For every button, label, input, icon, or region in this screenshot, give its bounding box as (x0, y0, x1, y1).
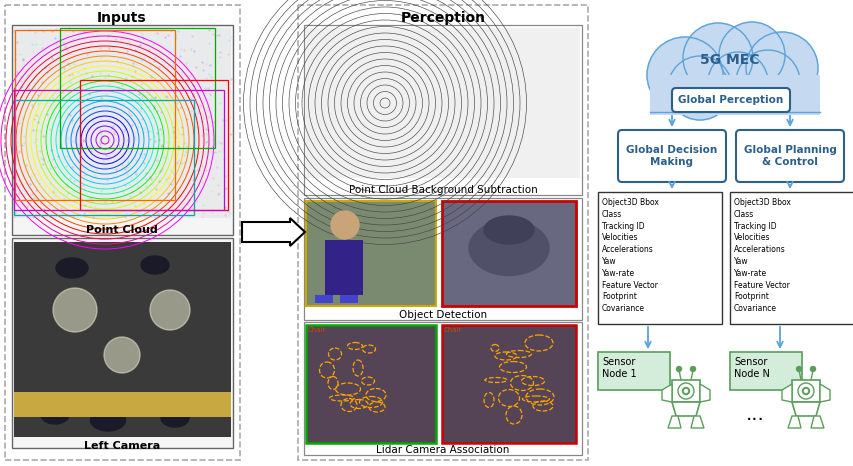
Bar (60, 28, 215, 148)
Bar (80, 80, 228, 210)
Bar (304, 322, 581, 455)
Bar (14, 392, 230, 417)
Circle shape (682, 23, 752, 93)
Text: Global Perception: Global Perception (677, 95, 783, 105)
Polygon shape (667, 416, 680, 428)
Bar (729, 192, 853, 324)
Circle shape (796, 366, 801, 371)
Text: Global Decision
Making: Global Decision Making (625, 145, 717, 167)
Text: Sensor
Node 1: Sensor Node 1 (601, 357, 635, 378)
Ellipse shape (141, 256, 169, 274)
Circle shape (676, 366, 681, 371)
Circle shape (804, 390, 807, 392)
Text: Left Camera: Left Camera (84, 441, 160, 451)
Ellipse shape (56, 258, 88, 278)
Text: Object3D Bbox
Class
Tracking ID
Velocities
Accelerations
Yaw
Yaw-rate
Feature Ve: Object3D Bbox Class Tracking ID Velociti… (733, 198, 790, 313)
Text: ...: ... (745, 405, 763, 425)
FancyArrow shape (241, 218, 305, 246)
Bar (729, 352, 801, 390)
Text: Perception: Perception (400, 11, 485, 25)
Bar (597, 192, 721, 324)
Bar (298, 5, 588, 460)
FancyBboxPatch shape (618, 130, 725, 182)
Circle shape (682, 388, 688, 395)
Polygon shape (699, 384, 709, 402)
Circle shape (667, 56, 731, 120)
Circle shape (647, 37, 722, 113)
Circle shape (735, 50, 799, 114)
Circle shape (809, 366, 815, 371)
Polygon shape (671, 402, 699, 416)
FancyBboxPatch shape (671, 88, 789, 112)
Bar (791, 380, 819, 402)
Polygon shape (810, 416, 823, 428)
Ellipse shape (484, 216, 533, 244)
Circle shape (53, 288, 97, 332)
Ellipse shape (468, 220, 548, 275)
Polygon shape (661, 384, 671, 402)
Polygon shape (791, 402, 819, 416)
Bar (5, 5, 240, 460)
Bar (15, 30, 175, 200)
Bar (339, 295, 357, 303)
Bar (305, 28, 579, 178)
Ellipse shape (41, 406, 69, 424)
Bar (305, 201, 436, 306)
Polygon shape (781, 384, 791, 402)
Bar (442, 325, 575, 443)
Text: Global Planning
& Control: Global Planning & Control (743, 145, 835, 167)
Bar (12, 25, 233, 235)
Bar (304, 198, 581, 320)
Text: Object3D Bbox
Class
Tracking ID
Velocities
Accelerations
Yaw
Yaw-rate
Feature Ve: Object3D Bbox Class Tracking ID Velociti… (601, 198, 659, 313)
Bar (14, 28, 230, 218)
Polygon shape (819, 384, 829, 402)
Text: Point Cloud Background Subtraction: Point Cloud Background Subtraction (348, 185, 537, 195)
Bar (597, 352, 670, 390)
Text: 5G MEC: 5G MEC (699, 53, 759, 67)
FancyBboxPatch shape (735, 130, 843, 182)
Circle shape (684, 390, 687, 392)
Bar (304, 25, 581, 195)
Polygon shape (787, 416, 800, 428)
Text: Point Cloud: Point Cloud (86, 225, 158, 235)
Circle shape (718, 22, 784, 88)
Bar (14, 90, 223, 210)
Circle shape (746, 32, 817, 104)
Bar (14, 242, 230, 437)
Circle shape (331, 211, 358, 239)
Ellipse shape (90, 409, 125, 431)
Bar (649, 75, 819, 115)
Bar (14, 100, 194, 215)
Text: Inputs: Inputs (97, 11, 147, 25)
Bar (442, 201, 575, 306)
Bar (305, 325, 436, 443)
Circle shape (707, 52, 767, 112)
Bar (671, 380, 699, 402)
Circle shape (150, 290, 189, 330)
Ellipse shape (161, 409, 189, 427)
Circle shape (802, 388, 809, 395)
Bar (12, 238, 233, 448)
Text: Sensor
Node N: Sensor Node N (733, 357, 769, 378)
Text: Lidar Camera Association: Lidar Camera Association (376, 445, 509, 455)
Text: Object Detection: Object Detection (398, 310, 486, 320)
Bar (315, 295, 333, 303)
Circle shape (690, 366, 694, 371)
Bar (325, 240, 363, 295)
Circle shape (104, 337, 140, 373)
Polygon shape (690, 416, 703, 428)
Text: Chair: Chair (308, 327, 326, 333)
Text: Chair: Chair (444, 327, 461, 333)
